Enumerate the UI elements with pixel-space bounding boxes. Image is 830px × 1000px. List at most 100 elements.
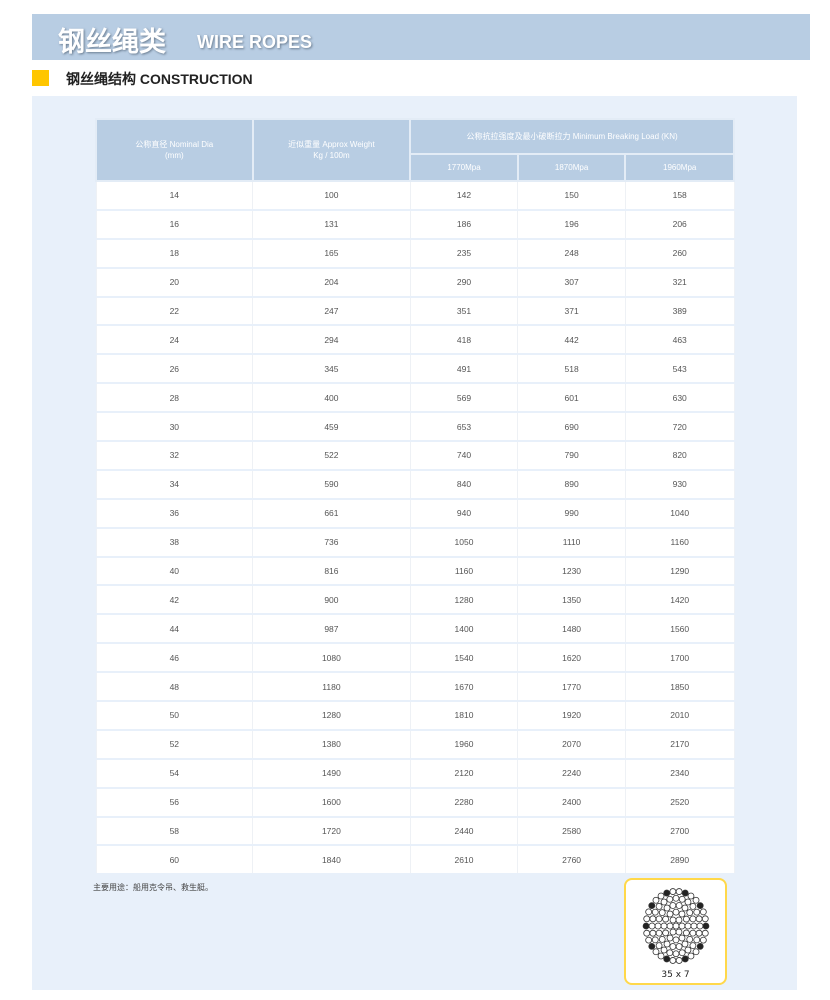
wire-strand xyxy=(669,888,677,895)
table-row: 22 247 351 371 389 xyxy=(95,296,735,327)
cell-weight: 247 xyxy=(252,296,411,327)
cell-weight: 900 xyxy=(252,585,411,616)
table-row: 52 1380 1960 2070 2170 xyxy=(95,729,735,760)
cell-weight: 590 xyxy=(252,469,411,500)
wire-strand xyxy=(663,955,671,963)
wire-strand xyxy=(684,946,692,954)
cell-load-1960: 260 xyxy=(624,238,735,269)
wire-strand xyxy=(695,929,703,937)
cell-weight: 100 xyxy=(252,181,411,211)
cell-load-1960: 389 xyxy=(624,296,735,327)
cell-dia: 22 xyxy=(95,296,254,327)
cell-weight: 1380 xyxy=(252,729,411,760)
header-grade-1770: 1770Mpa xyxy=(409,153,519,182)
cell-dia: 58 xyxy=(95,816,254,847)
cell-weight: 661 xyxy=(252,498,411,529)
table-row: 42 900 1280 1350 1420 xyxy=(95,585,735,616)
wire-strand xyxy=(689,915,697,923)
cell-weight: 816 xyxy=(252,556,411,587)
header-grade-1960: 1960Mpa xyxy=(624,153,735,182)
wire-strand xyxy=(666,895,674,903)
cell-weight: 1080 xyxy=(252,643,411,674)
cell-dia: 40 xyxy=(95,556,254,587)
cell-load-1870: 196 xyxy=(517,209,626,240)
cell-load-1960: 158 xyxy=(624,181,735,211)
cell-load-1870: 2240 xyxy=(517,758,626,789)
wire-strand xyxy=(693,936,701,944)
table-row: 18 165 235 248 260 xyxy=(95,238,735,269)
header-load: 公称抗拉强度及最小破断拉力 Minimum Breaking Load (KN) xyxy=(409,118,735,155)
cell-load-1770: 290 xyxy=(409,267,519,298)
wire-strand xyxy=(662,915,670,923)
cell-dia: 36 xyxy=(95,498,254,529)
wire-strand xyxy=(654,922,662,930)
cell-load-1960: 2340 xyxy=(624,758,735,789)
wire-strand xyxy=(655,942,663,950)
cell-load-1770: 491 xyxy=(409,354,519,385)
cell-load-1870: 2070 xyxy=(517,729,626,760)
title-en: WIRE ROPES xyxy=(197,32,313,52)
wire-strand xyxy=(684,922,692,930)
cell-load-1960: 1040 xyxy=(624,498,735,529)
cell-dia: 54 xyxy=(95,758,254,789)
table-row: 56 1600 2280 2400 2520 xyxy=(95,787,735,818)
wire-strand xyxy=(686,935,694,943)
wire-strand xyxy=(672,894,680,902)
cell-load-1870: 307 xyxy=(517,267,626,298)
cell-dia: 50 xyxy=(95,701,254,731)
wire-strand xyxy=(681,904,689,912)
wire-rope-cross-section-icon xyxy=(642,888,710,964)
wire-strand xyxy=(701,929,709,937)
cell-dia: 28 xyxy=(95,383,254,414)
wire-strand xyxy=(672,922,680,930)
cell-dia: 48 xyxy=(95,672,254,703)
section-marker-icon xyxy=(32,70,49,86)
cell-load-1770: 1160 xyxy=(409,556,519,587)
wire-strand xyxy=(648,942,656,950)
cell-load-1960: 543 xyxy=(624,354,735,385)
cell-weight: 1600 xyxy=(252,787,411,818)
wire-strand xyxy=(678,949,686,957)
wire-strand xyxy=(649,929,657,937)
wire-strand xyxy=(648,922,656,930)
table-row: 34 590 840 890 930 xyxy=(95,469,735,500)
table-row: 58 1720 2440 2580 2700 xyxy=(95,816,735,847)
cell-weight: 165 xyxy=(252,238,411,269)
wire-strand xyxy=(672,950,680,958)
cell-dia: 32 xyxy=(95,441,254,471)
wire-strand xyxy=(681,955,689,963)
cell-load-1960: 206 xyxy=(624,209,735,240)
wire-strand xyxy=(678,910,686,918)
cell-weight: 131 xyxy=(252,209,411,240)
cell-load-1770: 2440 xyxy=(409,816,519,847)
cell-load-1960: 1160 xyxy=(624,527,735,558)
cell-load-1960: 1700 xyxy=(624,643,735,674)
cell-load-1960: 2170 xyxy=(624,729,735,760)
wire-strand xyxy=(645,908,653,916)
cell-load-1870: 690 xyxy=(517,412,626,443)
table-row: 60 1840 2610 2760 2890 xyxy=(95,845,735,876)
table-row: 36 661 940 990 1040 xyxy=(95,498,735,529)
cell-load-1960: 1420 xyxy=(624,585,735,616)
wire-strand xyxy=(669,916,677,924)
cell-load-1960: 2890 xyxy=(624,845,735,876)
wire-strand xyxy=(699,908,707,916)
wire-strand xyxy=(651,908,659,916)
cell-load-1770: 186 xyxy=(409,209,519,240)
wire-strand xyxy=(689,942,697,950)
wire-strand xyxy=(684,898,692,906)
cell-weight: 1720 xyxy=(252,816,411,847)
cell-load-1770: 569 xyxy=(409,383,519,414)
wire-strand xyxy=(657,952,665,960)
wire-strand xyxy=(660,898,668,906)
wire-strand xyxy=(699,936,707,944)
wire-strand xyxy=(669,943,677,950)
title-banner: 钢丝绳类 WIRE ROPES xyxy=(32,14,810,60)
spec-table: 公称直径 Nominal Dia (mm) 近似重量 Approx Weight… xyxy=(95,118,735,876)
cell-dia: 34 xyxy=(95,469,254,500)
cell-load-1960: 463 xyxy=(624,325,735,356)
wire-strand xyxy=(651,936,659,944)
cell-dia: 56 xyxy=(95,787,254,818)
cell-dia: 24 xyxy=(95,325,254,356)
header-grade-1870: 1870Mpa xyxy=(516,153,627,182)
